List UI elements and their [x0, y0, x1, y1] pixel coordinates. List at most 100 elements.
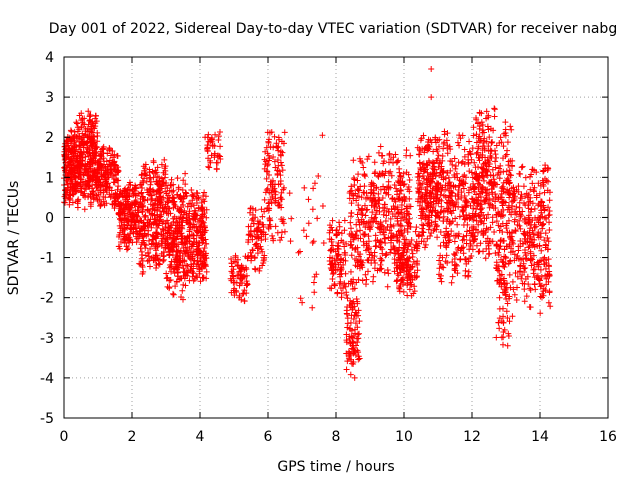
data-point	[376, 196, 383, 203]
data-point	[497, 162, 504, 169]
data-point	[472, 114, 479, 121]
data-point	[504, 147, 511, 154]
data-point	[154, 164, 161, 171]
data-point	[469, 145, 476, 152]
data-point	[481, 160, 488, 167]
data-point	[491, 228, 498, 235]
data-point	[139, 262, 146, 269]
data-point	[393, 185, 400, 192]
y-tick-label: 0	[45, 210, 54, 226]
data-point	[436, 214, 443, 221]
data-point	[500, 319, 507, 326]
data-point	[487, 201, 494, 208]
data-point	[424, 235, 431, 242]
data-point	[545, 178, 552, 185]
data-point	[399, 252, 406, 259]
data-point	[375, 173, 382, 180]
data-point	[400, 288, 407, 295]
data-point	[404, 205, 411, 212]
data-point	[199, 274, 206, 281]
data-point	[341, 217, 348, 224]
data-point	[351, 348, 358, 355]
data-point	[202, 255, 209, 262]
data-point	[85, 108, 92, 115]
data-point	[413, 224, 420, 231]
data-point	[452, 261, 459, 268]
data-point	[378, 170, 385, 177]
data-point	[353, 228, 360, 235]
data-point	[206, 157, 213, 164]
data-point	[529, 180, 536, 187]
data-point	[451, 174, 458, 181]
data-point	[485, 251, 492, 258]
data-point	[281, 184, 288, 191]
data-point	[119, 209, 126, 216]
data-point	[271, 133, 278, 140]
data-point	[430, 175, 437, 182]
data-point	[373, 207, 380, 214]
data-point	[449, 198, 456, 205]
chart-title: Day 001 of 2022, Sidereal Day-to-day VTE…	[49, 21, 617, 37]
data-point	[163, 180, 170, 187]
data-point	[190, 213, 197, 220]
data-point	[173, 215, 180, 222]
data-point	[459, 237, 466, 244]
data-point	[427, 180, 434, 187]
data-point	[473, 191, 480, 198]
data-point	[500, 313, 507, 320]
data-point	[519, 240, 526, 247]
data-point	[175, 184, 182, 191]
data-point	[479, 121, 486, 128]
data-point	[483, 171, 490, 178]
data-point	[355, 193, 362, 200]
data-point	[505, 260, 512, 267]
data-point	[170, 204, 177, 211]
data-point	[391, 256, 398, 263]
data-point	[242, 264, 249, 271]
data-point	[497, 238, 504, 245]
data-point	[275, 162, 282, 169]
data-point	[545, 204, 552, 211]
data-point	[350, 175, 357, 182]
data-point	[256, 267, 263, 274]
data-point	[280, 140, 287, 147]
data-point	[117, 238, 124, 245]
data-point	[542, 230, 549, 237]
data-point	[458, 178, 465, 185]
data-point	[361, 172, 368, 179]
data-point	[488, 185, 495, 192]
data-point	[347, 326, 354, 333]
data-point	[96, 167, 103, 174]
data-point	[385, 270, 392, 277]
data-point	[441, 139, 448, 146]
data-point	[61, 143, 68, 150]
data-point	[420, 168, 427, 175]
data-point	[271, 158, 278, 165]
data-point	[395, 257, 402, 264]
data-point	[500, 179, 507, 186]
data-point	[418, 206, 425, 213]
data-point	[507, 123, 514, 130]
data-point	[167, 181, 174, 188]
data-point	[89, 182, 96, 189]
data-point	[415, 189, 422, 196]
data-point	[199, 211, 206, 218]
data-point	[522, 255, 529, 262]
data-point	[252, 207, 259, 214]
data-point	[408, 246, 415, 253]
data-point	[98, 146, 105, 153]
data-point	[505, 202, 512, 209]
data-point	[171, 270, 178, 277]
data-point	[396, 244, 403, 251]
data-point	[348, 252, 355, 259]
data-point	[271, 188, 278, 195]
data-point	[368, 179, 375, 186]
data-point	[495, 319, 502, 326]
data-point	[265, 139, 272, 146]
data-point	[462, 174, 469, 181]
data-point	[383, 212, 390, 219]
data-point	[448, 228, 455, 235]
data-point	[121, 231, 128, 238]
data-point	[546, 289, 553, 296]
data-point	[544, 166, 551, 173]
